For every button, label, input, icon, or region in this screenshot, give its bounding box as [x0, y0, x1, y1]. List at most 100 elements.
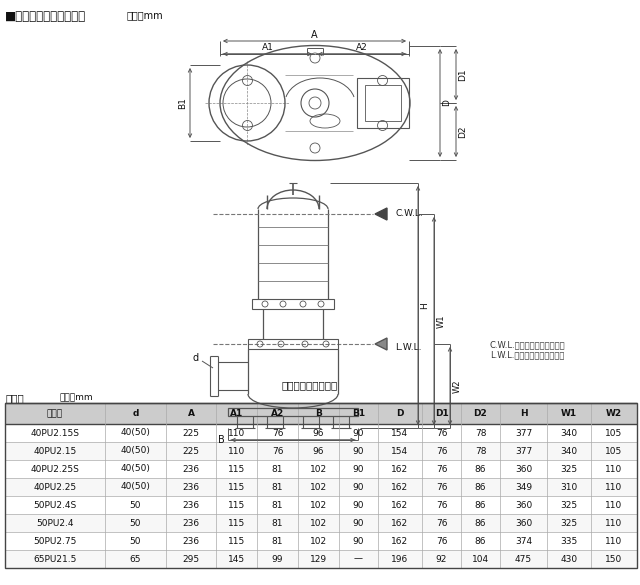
Text: 377: 377 — [515, 446, 532, 456]
Bar — [248, 339, 338, 349]
Text: 40PU2.25: 40PU2.25 — [33, 483, 77, 491]
Text: 360: 360 — [515, 464, 532, 473]
Text: L.W.L.（運転可能最低水位）: L.W.L.（運転可能最低水位） — [490, 350, 564, 360]
Text: B: B — [218, 435, 225, 445]
Text: 40PU2.25S: 40PU2.25S — [31, 464, 79, 473]
Bar — [5, 550, 637, 568]
Text: A1: A1 — [230, 409, 243, 418]
Text: 76: 76 — [436, 518, 447, 528]
Text: 110: 110 — [605, 518, 623, 528]
Bar — [5, 403, 637, 424]
Text: 76: 76 — [436, 483, 447, 491]
Text: 340: 340 — [561, 446, 577, 456]
Text: 90: 90 — [353, 518, 364, 528]
Text: 86: 86 — [475, 518, 486, 528]
Text: 325: 325 — [561, 464, 577, 473]
Text: 105: 105 — [605, 446, 623, 456]
Bar — [5, 496, 637, 514]
Text: 104: 104 — [472, 555, 489, 563]
Text: 340: 340 — [561, 428, 577, 438]
Text: 90: 90 — [353, 446, 364, 456]
Text: B1: B1 — [352, 409, 365, 418]
Text: 360: 360 — [515, 518, 532, 528]
Text: 102: 102 — [310, 483, 327, 491]
Text: 50: 50 — [130, 501, 141, 510]
Text: d: d — [193, 353, 199, 363]
Text: 145: 145 — [228, 555, 245, 563]
Text: 105: 105 — [605, 428, 623, 438]
Text: 76: 76 — [436, 501, 447, 510]
Text: 115: 115 — [228, 483, 245, 491]
Text: 81: 81 — [272, 483, 284, 491]
Text: 86: 86 — [475, 464, 486, 473]
Text: 430: 430 — [561, 555, 577, 563]
Text: 非自動形ベンド仕様: 非自動形ベンド仕様 — [282, 380, 338, 390]
Text: 寸法表: 寸法表 — [5, 393, 24, 403]
Text: 90: 90 — [353, 464, 364, 473]
Text: 76: 76 — [436, 446, 447, 456]
Text: 475: 475 — [515, 555, 532, 563]
Text: 225: 225 — [182, 446, 200, 456]
Text: 50PU2.4: 50PU2.4 — [36, 518, 74, 528]
Text: C.W.L.: C.W.L. — [395, 209, 423, 219]
Text: 単位：mm: 単位：mm — [127, 10, 164, 20]
Text: 236: 236 — [182, 464, 200, 473]
Text: 102: 102 — [310, 518, 327, 528]
Text: 102: 102 — [310, 501, 327, 510]
Bar — [5, 403, 637, 568]
Bar — [228, 408, 358, 416]
Text: 92: 92 — [436, 555, 447, 563]
Text: d: d — [132, 409, 139, 418]
Bar — [357, 78, 409, 128]
Text: 325: 325 — [561, 518, 577, 528]
Text: 162: 162 — [392, 536, 408, 545]
Text: B1: B1 — [179, 97, 188, 109]
Text: 81: 81 — [272, 464, 284, 473]
Text: 129: 129 — [310, 555, 327, 563]
Text: 65: 65 — [130, 555, 141, 563]
Bar — [5, 424, 637, 442]
Text: 162: 162 — [392, 483, 408, 491]
Text: 162: 162 — [392, 464, 408, 473]
Text: 96: 96 — [313, 428, 324, 438]
Text: 90: 90 — [353, 536, 364, 545]
Polygon shape — [375, 208, 387, 220]
Text: 115: 115 — [228, 518, 245, 528]
Text: A: A — [311, 30, 318, 40]
Text: ■外形据付寸法図（例）: ■外形据付寸法図（例） — [5, 10, 86, 23]
Text: 99: 99 — [272, 555, 284, 563]
Text: 154: 154 — [392, 428, 408, 438]
Text: H: H — [520, 409, 527, 418]
Bar — [5, 460, 637, 478]
Text: D2: D2 — [474, 409, 488, 418]
Text: 102: 102 — [310, 464, 327, 473]
Text: W2: W2 — [452, 379, 461, 393]
Text: 110: 110 — [605, 483, 623, 491]
Bar — [5, 514, 637, 532]
Text: 110: 110 — [228, 446, 245, 456]
Text: 154: 154 — [392, 446, 408, 456]
Bar — [5, 442, 637, 460]
Text: 377: 377 — [515, 428, 532, 438]
Text: 236: 236 — [182, 501, 200, 510]
Text: 40(50): 40(50) — [120, 483, 150, 491]
Text: 115: 115 — [228, 501, 245, 510]
Text: 86: 86 — [475, 501, 486, 510]
Text: 76: 76 — [436, 464, 447, 473]
Text: 40PU2.15: 40PU2.15 — [33, 446, 77, 456]
Text: 81: 81 — [272, 501, 284, 510]
Text: 90: 90 — [353, 501, 364, 510]
Bar — [252, 299, 334, 309]
Text: 76: 76 — [272, 428, 284, 438]
Text: A2: A2 — [356, 43, 368, 53]
Text: W1: W1 — [436, 314, 445, 328]
Text: 単位：mm: 単位：mm — [60, 393, 93, 402]
Text: 335: 335 — [561, 536, 578, 545]
Text: 50: 50 — [130, 518, 141, 528]
Text: B: B — [315, 409, 322, 418]
Text: A: A — [188, 409, 195, 418]
Text: 196: 196 — [392, 555, 408, 563]
Text: 86: 86 — [475, 483, 486, 491]
Text: 50: 50 — [130, 536, 141, 545]
Text: 40(50): 40(50) — [120, 446, 150, 456]
